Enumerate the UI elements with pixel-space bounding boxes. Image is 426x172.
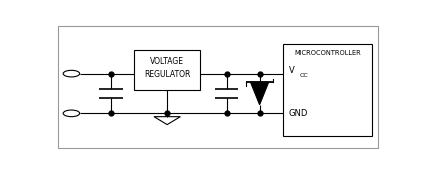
Polygon shape [250, 82, 269, 105]
Text: MICROCONTROLLER: MICROCONTROLLER [294, 50, 361, 56]
Bar [283, 45, 372, 136]
Text: CC: CC [299, 73, 308, 78]
Text: V: V [289, 66, 294, 75]
Text: GND: GND [289, 109, 308, 118]
Bar [134, 50, 200, 89]
Text: REGULATOR: REGULATOR [144, 71, 190, 79]
Text: VOLTAGE: VOLTAGE [150, 57, 184, 66]
